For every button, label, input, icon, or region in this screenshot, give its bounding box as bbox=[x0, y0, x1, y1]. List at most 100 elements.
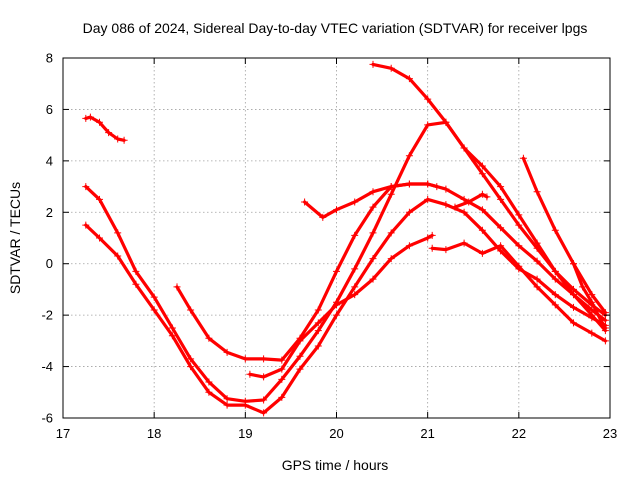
data-point-marker bbox=[570, 260, 577, 268]
data-point-marker bbox=[369, 275, 377, 283]
data-point-marker bbox=[187, 355, 195, 363]
data-point-marker bbox=[150, 306, 158, 314]
data-point-marker bbox=[314, 342, 322, 350]
data-point-marker bbox=[260, 409, 268, 417]
data-point-marker bbox=[278, 375, 286, 383]
data-point-marker bbox=[86, 113, 94, 121]
data-point-marker bbox=[82, 183, 90, 191]
data-point-marker bbox=[333, 301, 340, 309]
data-point-marker bbox=[405, 180, 413, 188]
data-point-marker bbox=[588, 298, 596, 306]
data-point-marker bbox=[120, 136, 128, 144]
series-line bbox=[84, 120, 607, 403]
data-point-marker bbox=[351, 265, 359, 273]
y-tick-label: 2 bbox=[46, 205, 53, 220]
data-point-marker bbox=[551, 267, 559, 275]
data-point-marker bbox=[533, 188, 541, 196]
data-point-marker bbox=[570, 319, 577, 327]
data-point-marker bbox=[428, 231, 436, 239]
series-track-11 bbox=[570, 260, 609, 332]
data-point-marker bbox=[460, 195, 468, 203]
data-point-marker bbox=[278, 365, 286, 373]
data-point-marker bbox=[442, 246, 450, 254]
data-point-marker bbox=[597, 316, 605, 324]
data-point-marker bbox=[278, 356, 286, 364]
data-point-marker bbox=[241, 401, 249, 409]
data-point-marker bbox=[187, 363, 195, 371]
data-point-marker bbox=[478, 170, 486, 178]
data-point-marker bbox=[428, 244, 436, 252]
data-point-marker bbox=[483, 193, 491, 201]
series-track-6 bbox=[301, 180, 609, 324]
data-point-marker bbox=[369, 203, 377, 211]
data-point-marker bbox=[260, 373, 268, 381]
data-point-marker bbox=[114, 252, 122, 260]
data-point-marker bbox=[405, 242, 413, 250]
data-point-marker bbox=[114, 229, 122, 237]
data-point-marker bbox=[533, 275, 541, 283]
data-point-marker bbox=[96, 118, 103, 126]
data-point-marker bbox=[460, 239, 468, 247]
data-point-marker bbox=[314, 306, 322, 314]
data-point-marker bbox=[460, 144, 468, 152]
data-point-marker bbox=[497, 242, 505, 250]
data-point-marker bbox=[570, 285, 577, 293]
series-track-7 bbox=[369, 60, 609, 319]
data-point-marker bbox=[460, 208, 468, 216]
data-point-marker bbox=[114, 135, 122, 143]
series-line bbox=[371, 62, 607, 317]
data-point-marker bbox=[405, 208, 413, 216]
data-point-marker bbox=[387, 229, 395, 237]
data-point-marker bbox=[369, 255, 377, 263]
series-group bbox=[82, 60, 609, 417]
data-point-marker bbox=[405, 152, 413, 160]
data-point-marker bbox=[296, 337, 304, 345]
data-point-marker bbox=[551, 291, 559, 299]
y-tick-label: -4 bbox=[41, 359, 53, 374]
data-point-marker bbox=[369, 60, 377, 68]
data-point-marker bbox=[465, 198, 473, 206]
x-tick-label: 17 bbox=[56, 426, 70, 441]
data-point-marker bbox=[132, 267, 140, 275]
data-point-marker bbox=[478, 206, 486, 214]
chart-title: Day 086 of 2024, Sidereal Day-to-day VTE… bbox=[83, 20, 588, 36]
data-point-marker bbox=[497, 183, 505, 191]
y-axis-label: SDTVAR / TECUs bbox=[7, 182, 23, 294]
data-point-marker bbox=[588, 291, 596, 299]
data-point-marker bbox=[424, 121, 432, 129]
data-point-marker bbox=[601, 324, 609, 332]
data-point-marker bbox=[387, 183, 395, 191]
data-point-marker bbox=[223, 401, 231, 409]
data-point-marker bbox=[519, 154, 527, 162]
data-point-marker bbox=[515, 221, 523, 229]
data-point-marker bbox=[515, 262, 523, 270]
data-point-marker bbox=[551, 226, 559, 234]
data-point-marker bbox=[82, 114, 90, 122]
y-tick-label: 0 bbox=[46, 256, 53, 271]
data-point-marker bbox=[319, 213, 327, 221]
data-point-marker bbox=[260, 355, 268, 363]
y-tick-label: 8 bbox=[46, 51, 53, 66]
ticks: 17 18 19 20 21 22 23 -6 -4 -2 0 2 4 6 8 bbox=[41, 51, 617, 442]
series-line bbox=[303, 182, 607, 322]
data-point-marker bbox=[223, 395, 231, 403]
data-point-marker bbox=[424, 234, 432, 242]
data-point-marker bbox=[105, 129, 113, 137]
data-point-marker bbox=[205, 378, 213, 386]
data-point-marker bbox=[296, 352, 304, 360]
series-track-8 bbox=[428, 239, 609, 345]
data-point-marker bbox=[551, 301, 559, 309]
data-point-marker bbox=[168, 324, 176, 332]
data-point-marker bbox=[314, 327, 322, 335]
data-point-marker bbox=[424, 195, 432, 203]
data-point-marker bbox=[241, 355, 249, 363]
x-axis-label: GPS time / hours bbox=[282, 457, 389, 473]
data-point-marker bbox=[579, 283, 587, 291]
data-point-marker bbox=[424, 95, 432, 103]
data-point-marker bbox=[478, 249, 486, 257]
data-point-marker bbox=[601, 337, 609, 345]
y-tick-label: -6 bbox=[41, 411, 53, 426]
data-point-marker bbox=[533, 283, 541, 291]
data-point-marker bbox=[260, 396, 268, 404]
